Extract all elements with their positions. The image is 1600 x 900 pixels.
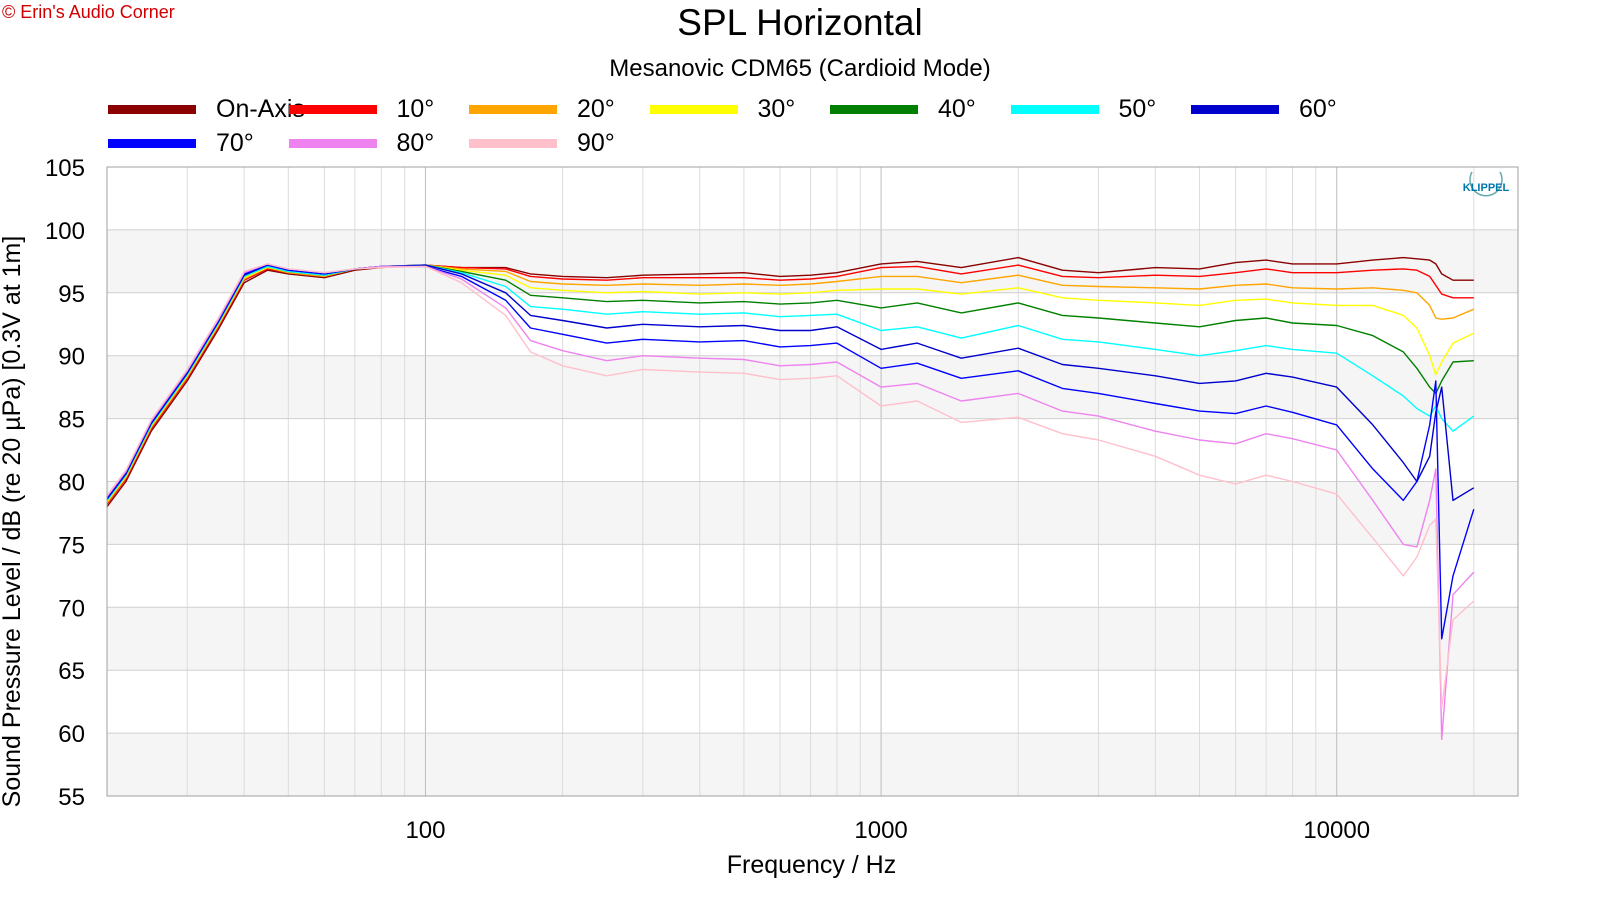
series-line-9 bbox=[106, 263, 1475, 709]
series-line-5 bbox=[106, 264, 1475, 501]
legend-label: 50° bbox=[1118, 94, 1157, 123]
y-tick-label: 90 bbox=[58, 344, 85, 371]
y-tick-label: 75 bbox=[58, 532, 85, 559]
legend-label: 70° bbox=[216, 128, 254, 157]
plot-frame bbox=[106, 166, 1519, 797]
klippel-logo: KLIPPEL bbox=[1463, 182, 1510, 194]
legend-item: 20° bbox=[469, 94, 615, 124]
y-tick-label: 105 bbox=[45, 155, 85, 182]
legend-swatch bbox=[1010, 104, 1099, 114]
copyright-text: © Erin's Audio Corner bbox=[2, 2, 175, 22]
y-tick-label: 85 bbox=[58, 407, 85, 434]
legend-label: 30° bbox=[757, 94, 796, 123]
legend-label: 20° bbox=[577, 94, 615, 123]
legend-item: 40° bbox=[830, 94, 976, 124]
legend-item: 70° bbox=[108, 128, 254, 158]
chart-title: SPL Horizontal bbox=[677, 2, 923, 43]
y-tick-label: 95 bbox=[58, 281, 85, 308]
chart-subtitle: Mesanovic CDM65 (Cardioid Mode) bbox=[609, 55, 991, 82]
legend-item: 60° bbox=[1191, 94, 1337, 124]
legend-label: 40° bbox=[938, 94, 976, 123]
series-line-2 bbox=[106, 264, 1475, 504]
x-tick-label: 1000 bbox=[854, 817, 907, 844]
y-tick-label: 55 bbox=[58, 784, 85, 811]
series-line-0 bbox=[106, 256, 1474, 508]
klippel-logo-arc bbox=[1469, 171, 1503, 197]
legend-item: 10° bbox=[288, 94, 435, 124]
x-tick-label: 10000 bbox=[1303, 817, 1370, 844]
legend-item: 30° bbox=[649, 94, 796, 124]
y-tick-label: 65 bbox=[58, 658, 85, 685]
plot-band bbox=[107, 355, 1518, 419]
y-tick-label: 60 bbox=[58, 721, 85, 748]
x-axis-title: Frequency / Hz bbox=[727, 851, 897, 879]
legend-swatch bbox=[649, 104, 738, 114]
legend-swatch bbox=[288, 138, 377, 148]
plot-band bbox=[107, 607, 1518, 671]
legend-item: 50° bbox=[1010, 94, 1157, 124]
legend-swatch bbox=[469, 104, 557, 114]
legend-swatch bbox=[108, 138, 196, 148]
legend-swatch bbox=[108, 104, 196, 114]
legend-swatch bbox=[830, 104, 918, 114]
series-line-7 bbox=[106, 264, 1475, 640]
legend-swatch bbox=[469, 138, 557, 148]
legend-item: 90° bbox=[469, 128, 615, 158]
legend-swatch bbox=[1191, 104, 1279, 114]
x-tick-label: 100 bbox=[405, 817, 445, 844]
plot-band bbox=[107, 481, 1518, 545]
legend-item: 80° bbox=[288, 128, 435, 158]
y-tick-label: 80 bbox=[58, 470, 85, 497]
legend-label: 10° bbox=[396, 94, 435, 123]
legend-swatch bbox=[288, 104, 377, 114]
legend-label: 60° bbox=[1299, 94, 1337, 123]
plot-band bbox=[107, 733, 1518, 796]
legend-label: 90° bbox=[577, 128, 615, 157]
y-tick-label: 100 bbox=[45, 218, 85, 245]
y-axis-title: Sound Pressure Level / dB (re 20 µPa) [0… bbox=[0, 236, 26, 808]
legend-label: 80° bbox=[396, 128, 435, 157]
plot-band bbox=[107, 229, 1518, 293]
y-tick-label: 70 bbox=[58, 595, 85, 622]
